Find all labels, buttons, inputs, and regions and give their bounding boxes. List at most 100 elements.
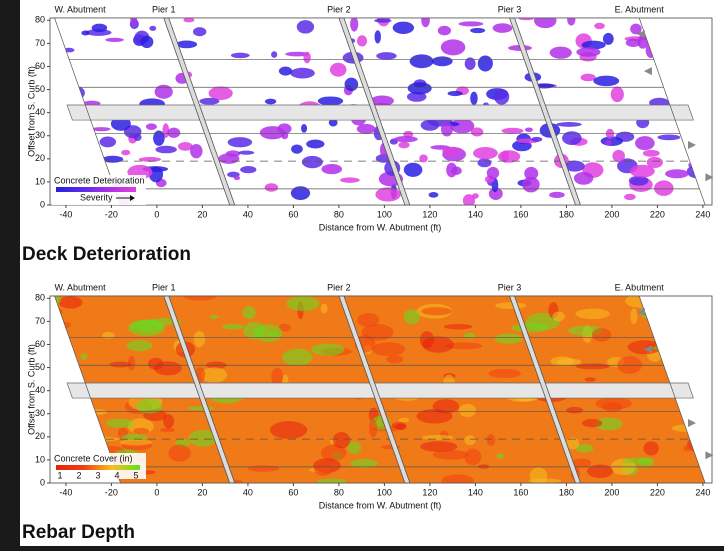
- map-patch: [329, 62, 347, 77]
- map-patch: [593, 75, 620, 87]
- x-tick-label: 200: [604, 487, 619, 497]
- map-patch: [290, 186, 311, 201]
- map-patch: [441, 474, 474, 483]
- map-patch: [193, 330, 206, 348]
- x-tick-label: 0: [154, 487, 159, 497]
- map-patch: [130, 18, 138, 26]
- map-patch: [511, 323, 549, 333]
- map-patch: [109, 361, 132, 368]
- legend-arrowhead: [130, 195, 135, 201]
- map-patch: [321, 164, 343, 175]
- map-patch: [391, 422, 407, 429]
- map-patch: [130, 319, 164, 332]
- y-axis-label: Offset from S. Curb (ft): [26, 66, 36, 157]
- map-patch: [584, 377, 596, 382]
- arrow: [636, 30, 645, 39]
- y-tick-label: 70: [35, 316, 45, 326]
- map-patch: [556, 122, 582, 127]
- x-tick-label: 0: [154, 209, 159, 219]
- map-patch: [121, 149, 131, 156]
- map-patch: [296, 20, 315, 34]
- x-tick-label: 40: [243, 209, 253, 219]
- map-patch: [605, 140, 612, 146]
- y-tick-label: 10: [35, 176, 45, 186]
- map-patch: [421, 307, 452, 316]
- map-patch: [637, 35, 649, 49]
- map-patch: [271, 51, 278, 58]
- arrow: [705, 451, 714, 460]
- map-patch: [550, 356, 575, 367]
- map-patch: [470, 91, 478, 105]
- map-patch: [642, 149, 660, 157]
- map-patch: [445, 342, 483, 350]
- map-patch: [409, 54, 434, 69]
- map-patch: [320, 444, 347, 461]
- x-tick-label: 200: [604, 209, 619, 219]
- map-patch: [494, 88, 510, 105]
- map-patch: [610, 86, 624, 103]
- map-patch: [85, 29, 112, 36]
- x-tick-label: 40: [243, 487, 253, 497]
- map-patch: [127, 355, 136, 371]
- y-tick-label: 20: [35, 431, 45, 441]
- map-patch: [587, 464, 614, 478]
- map-patch: [91, 23, 108, 33]
- legend-title: Concrete Deterioration: [54, 175, 145, 185]
- deck-outline: [54, 295, 706, 484]
- map-patch: [266, 331, 279, 337]
- map-patch: [102, 331, 115, 339]
- map-patch: [374, 18, 392, 23]
- x-tick-label: 20: [197, 487, 207, 497]
- map-patch: [630, 23, 642, 35]
- x-tick-label: 100: [377, 487, 392, 497]
- map-patch: [595, 397, 632, 410]
- y-tick-label: 0: [40, 477, 45, 487]
- map-patch: [347, 441, 362, 454]
- map-patch: [494, 333, 523, 344]
- caption: Deck Deterioration: [22, 244, 191, 265]
- map-patch: [393, 136, 418, 143]
- map-patch: [177, 142, 193, 151]
- x-tick-label: 60: [288, 487, 298, 497]
- map-patch: [562, 131, 582, 146]
- map-patch: [477, 55, 493, 72]
- map-patch: [105, 37, 124, 42]
- map-patch: [486, 433, 496, 447]
- map-patch: [121, 433, 148, 441]
- map-patch: [154, 84, 173, 99]
- map-patch: [282, 348, 313, 366]
- map-patch: [148, 166, 164, 183]
- map-patch: [477, 158, 492, 168]
- map-patch: [665, 169, 689, 179]
- map-patch: [419, 154, 428, 163]
- map-patch: [183, 18, 195, 23]
- map-patch: [155, 145, 177, 154]
- x-tick-label: -20: [105, 487, 118, 497]
- map-patch: [643, 441, 659, 456]
- map-patch: [168, 444, 191, 462]
- map-patch: [549, 191, 565, 198]
- x-tick-label: 120: [422, 209, 437, 219]
- map-patch: [575, 363, 610, 370]
- map-patch: [187, 406, 215, 411]
- map-patch: [501, 127, 524, 134]
- support-label: E. Abutment: [615, 282, 665, 292]
- map-patch: [0, 85, 1, 99]
- map-patch: [153, 130, 165, 146]
- y-tick-label: 60: [35, 339, 45, 349]
- arrow: [643, 67, 652, 76]
- map-patch: [167, 127, 181, 138]
- map-patch: [464, 332, 476, 339]
- map-patch: [301, 155, 323, 169]
- y-tick-label: 30: [35, 408, 45, 418]
- map-patch: [420, 441, 458, 452]
- map-patch: [332, 431, 351, 449]
- map-patch: [421, 18, 430, 28]
- y-tick-label: 80: [35, 15, 45, 25]
- x-tick-label: 60: [288, 209, 298, 219]
- legend-label: Severity: [80, 192, 113, 202]
- map-patch: [566, 406, 584, 414]
- map-patch: [432, 399, 460, 414]
- map-patch: [646, 156, 663, 168]
- map-patch: [602, 32, 614, 45]
